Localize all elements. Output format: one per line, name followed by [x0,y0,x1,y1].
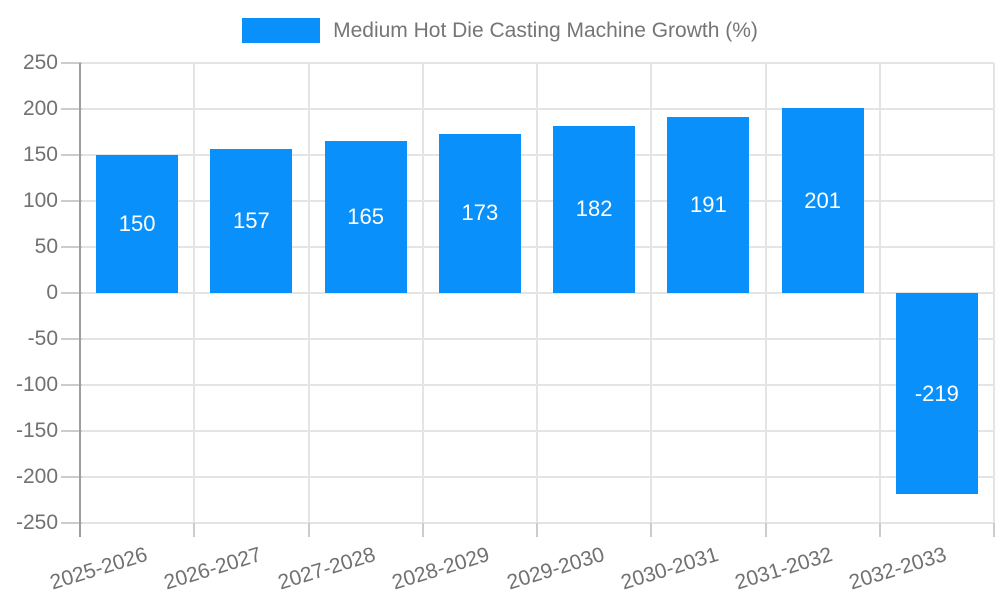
bar-value-label: -219 [914,380,959,406]
y-tick [61,476,82,478]
x-gridline [307,63,310,523]
bar[interactable]: -219 [895,293,978,495]
bar-value-label: 157 [233,207,270,233]
y-tick [61,338,82,340]
x-tick [307,523,310,537]
x-gridline [650,63,653,523]
y-axis-label: 150 [22,143,58,166]
y-axis-label: 250 [22,51,58,74]
x-gridline [536,63,538,523]
x-tick [764,523,767,537]
x-axis-label: 2026-2027 [161,543,265,595]
y-axis-label: -150 [15,419,58,442]
x-tick [993,523,995,537]
y-tick [61,522,82,524]
y-axis-label: 200 [22,97,58,120]
y-tick [61,246,82,248]
bar[interactable]: 165 [324,141,407,293]
x-tick [421,523,424,537]
x-gridline [764,63,767,523]
y-axis-label: -100 [15,373,58,396]
x-axis-label: 2028-2029 [389,543,493,595]
bar[interactable]: 173 [438,133,521,293]
x-gridline [421,63,424,523]
bar[interactable]: 182 [553,125,636,293]
y-axis-line [79,63,81,537]
x-tick [193,523,196,537]
y-tick [61,62,82,64]
y-axis-label: 100 [22,189,58,212]
bar[interactable]: 191 [667,117,750,293]
y-axis-label: 50 [34,235,58,258]
legend-label: Medium Hot Die Casting Machine Growth (%… [333,19,758,42]
x-tick [536,523,538,537]
chart-legend: Medium Hot Die Casting Machine Growth (%… [0,18,1000,43]
y-axis-label: -250 [15,511,58,534]
bar[interactable]: 150 [96,155,179,293]
bar-value-label: 201 [804,187,841,213]
x-axis-label: 2027-2028 [275,543,379,595]
x-tick [878,523,881,537]
bar[interactable]: 157 [210,148,293,293]
y-axis-label: 0 [46,281,58,304]
y-tick [61,154,82,156]
y-tick [61,108,82,110]
legend-swatch [242,18,321,43]
y-tick [61,292,82,294]
bar-value-label: 150 [118,211,156,236]
y-axis-label: -200 [15,465,58,488]
x-axis-label: 2031-2032 [732,543,836,595]
bar[interactable]: 201 [781,108,864,293]
bar-value-label: 165 [347,204,384,230]
y-axis-label: -50 [27,327,58,350]
x-tick [650,523,653,537]
y-tick [61,430,82,432]
y-tick [61,200,82,202]
x-gridline [993,63,995,523]
y-tick [61,384,82,386]
x-gridline [193,63,196,523]
x-axis-label: 2030-2031 [618,543,722,595]
x-axis-label: 2029-2030 [504,543,607,595]
x-axis-label: 2032-2033 [846,543,950,595]
bar-value-label: 182 [575,196,613,222]
x-axis-label: 2025-2026 [47,543,150,595]
x-gridline [878,63,881,523]
bar-value-label: 191 [690,192,727,218]
bar-value-label: 173 [461,200,499,226]
